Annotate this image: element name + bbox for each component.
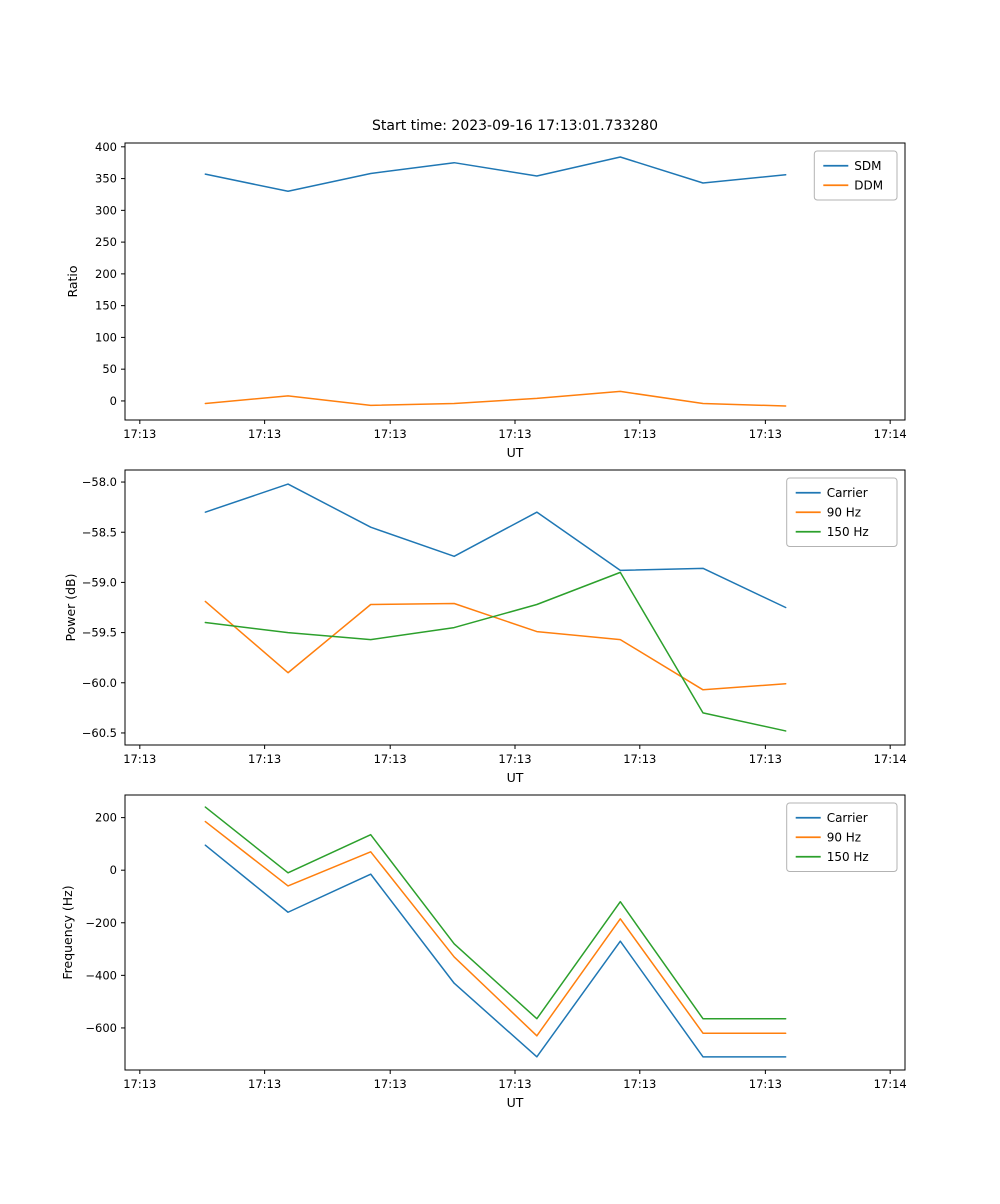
- y-tick-label: −60.0: [82, 676, 117, 690]
- series-line-90-hz: [204, 820, 787, 1037]
- legend-entry-label: 150 Hz: [827, 850, 869, 864]
- series-line-150-hz: [204, 806, 787, 1020]
- series-line-sdm: [204, 156, 787, 193]
- y-tick-label: −600: [85, 1021, 117, 1035]
- legend-entry-label: SDM: [854, 159, 881, 173]
- y-axis: 0 50 100 150 200 250 300 350 400: [95, 140, 125, 408]
- y-tick-label: 0: [110, 394, 117, 408]
- y-tick-label: −400: [85, 968, 117, 982]
- legend-box: [813, 150, 898, 201]
- x-tick-label: 17:13: [374, 427, 407, 441]
- y-tick-label: 400: [95, 140, 117, 154]
- legend-entry-label: 150 Hz: [827, 525, 869, 539]
- series-line-150-hz: [204, 571, 787, 732]
- x-tick-label: 17:13: [623, 752, 656, 766]
- x-axis: 17:13 17:13 17:13 17:13 17:13 17:13 17:14: [123, 745, 907, 766]
- x-tick-label: 17:13: [749, 1077, 782, 1091]
- y-tick-label: −58.0: [82, 475, 117, 489]
- y-tick-label: 200: [95, 811, 117, 825]
- chart-title: Start time: 2023-09-16 17:13:01.733280: [372, 118, 658, 134]
- y-tick-label: −60.5: [82, 726, 117, 740]
- legend-entry-label: 90 Hz: [827, 830, 861, 844]
- x-tick-label: 17:13: [623, 427, 656, 441]
- y-axis: −600 −400 −200 0 200: [85, 811, 125, 1035]
- y-tick-label: 200: [95, 267, 117, 281]
- x-tick-label: 17:13: [374, 752, 407, 766]
- y-tick-label: −58.5: [82, 525, 117, 539]
- x-tick-label: 17:14: [874, 1077, 907, 1091]
- x-tick-label: 17:13: [123, 752, 156, 766]
- x-tick-label: 17:13: [498, 752, 531, 766]
- legend-box: [786, 802, 898, 872]
- y-axis-title: Power (dB): [63, 573, 78, 641]
- x-tick-label: 17:14: [874, 752, 907, 766]
- x-axis-title: UT: [507, 1095, 524, 1110]
- x-tick-label: 17:13: [123, 1077, 156, 1091]
- x-tick-label: 17:13: [749, 752, 782, 766]
- y-tick-label: −59.0: [82, 575, 117, 589]
- series-line-90-hz: [204, 600, 787, 691]
- x-tick-label: 17:14: [874, 427, 907, 441]
- series-line-carrier: [204, 844, 787, 1058]
- x-tick-label: 17:13: [623, 1077, 656, 1091]
- legend-box: [786, 477, 898, 547]
- x-tick-label: 17:13: [374, 1077, 407, 1091]
- chart-1: 17:13 17:13 17:13 17:13 17:13 17:13 17:14 −58.0…: [63, 469, 907, 785]
- x-tick-label: 17:13: [248, 752, 281, 766]
- x-tick-label: 17:13: [248, 427, 281, 441]
- chart-0: 17:13 17:13 17:13 17:13 17:13 17:13 17:14 0 50 10…: [65, 118, 907, 460]
- y-tick-label: −59.5: [82, 626, 117, 640]
- y-axis-title: Ratio: [65, 265, 80, 297]
- x-tick-label: 17:13: [749, 427, 782, 441]
- legend: Carrier 90 Hz 150 Hz: [786, 477, 898, 547]
- series-line-ddm: [204, 390, 787, 407]
- y-tick-label: 100: [95, 330, 117, 344]
- legend: SDM DDM: [813, 150, 898, 201]
- y-tick-label: 300: [95, 203, 117, 217]
- y-tick-label: −200: [85, 916, 117, 930]
- y-tick-label: 250: [95, 235, 117, 249]
- legend-entry-label: Carrier: [827, 811, 868, 825]
- y-tick-label: 0: [110, 863, 117, 877]
- chart-2: 17:13 17:13 17:13 17:13 17:13 17:13 17:14−600−…: [60, 794, 907, 1110]
- x-tick-label: 17:13: [248, 1077, 281, 1091]
- plot-border: [124, 142, 906, 421]
- x-axis-title: UT: [507, 445, 524, 460]
- x-axis: 17:13 17:13 17:13 17:13 17:13 17:13 17:14: [123, 420, 907, 441]
- series-line-carrier: [204, 483, 787, 609]
- x-tick-label: 17:13: [123, 427, 156, 441]
- legend: Carrier 90 Hz 150 Hz: [786, 802, 898, 872]
- x-tick-label: 17:13: [498, 427, 531, 441]
- y-tick-label: 50: [102, 362, 117, 376]
- y-tick-label: 350: [95, 172, 117, 186]
- x-tick-label: 17:13: [498, 1077, 531, 1091]
- y-axis-title: Frequency (Hz): [60, 885, 75, 979]
- y-axis: −58.0 −58.5 −59.0 −59.5 −60.0 −60.5: [82, 475, 125, 740]
- y-tick-label: 150: [95, 299, 117, 313]
- x-axis-title: UT: [507, 770, 524, 785]
- legend-entry-label: 90 Hz: [827, 505, 861, 519]
- legend-entry-label: Carrier: [827, 486, 868, 500]
- legend-entry-label: DDM: [854, 178, 883, 192]
- x-axis: 17:13 17:13 17:13 17:13 17:13 17:13 17:14: [123, 1070, 907, 1091]
